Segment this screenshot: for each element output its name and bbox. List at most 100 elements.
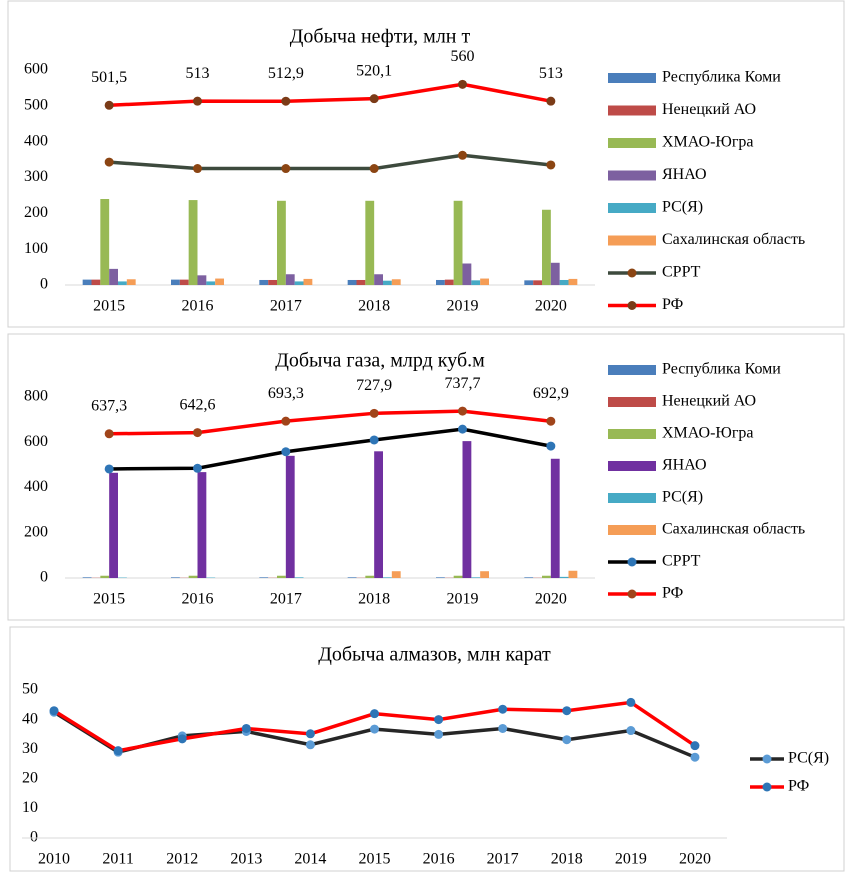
legend-swatch <box>608 525 656 535</box>
data-label: 513 <box>186 65 210 82</box>
legend-marker <box>627 589 637 599</box>
legend-label: Ненецкий АО <box>662 101 756 118</box>
marker <box>626 726 636 736</box>
bar <box>197 472 207 578</box>
legend-label: РФ <box>662 296 683 313</box>
bar <box>303 278 313 285</box>
x-tick-label: 2013 <box>230 851 262 868</box>
legend-label: ЯНАО <box>662 166 707 183</box>
panel <box>7 0 845 328</box>
data-label: 737,7 <box>445 375 481 392</box>
bar <box>542 209 551 285</box>
marker <box>498 704 508 714</box>
y-tick-label: 200 <box>24 523 48 540</box>
marker <box>49 706 59 716</box>
bar <box>347 279 357 285</box>
bar <box>374 274 383 285</box>
x-tick-label: 2015 <box>359 851 391 868</box>
y-tick-label: 30 <box>22 740 38 757</box>
x-tick-label: 2014 <box>294 851 326 868</box>
legend-label: РС(Я) <box>662 199 703 216</box>
marker <box>458 406 467 416</box>
legend-label: СРРТ <box>662 553 701 570</box>
data-label: 693,3 <box>268 385 304 402</box>
marker <box>305 729 315 739</box>
legend-swatch <box>608 203 656 213</box>
marker <box>562 706 572 716</box>
bar <box>285 274 295 285</box>
legend-label: Сахалинская область <box>662 521 805 538</box>
marker <box>546 160 556 170</box>
bar <box>436 279 445 285</box>
x-tick-label: 2016 <box>423 851 455 868</box>
y-tick-label: 200 <box>24 204 48 221</box>
x-tick-label: 2019 <box>447 298 479 315</box>
bar <box>82 577 92 578</box>
legend-marker <box>627 268 637 278</box>
data-label: 501,5 <box>91 69 127 86</box>
marker <box>458 424 467 434</box>
bar <box>118 281 127 285</box>
y-tick-label: 0 <box>40 569 48 586</box>
bar <box>259 577 269 578</box>
x-tick-label: 2018 <box>358 591 390 608</box>
bar <box>365 200 375 285</box>
legend-label: Республика Коми <box>662 361 781 378</box>
data-label: 727,9 <box>356 377 392 394</box>
line <box>109 427 552 471</box>
bar <box>171 577 180 578</box>
legend-swatch <box>608 429 656 439</box>
chart-title: Добыча газа, млрд куб.м <box>275 350 485 372</box>
legend-swatch <box>608 397 656 407</box>
marker <box>193 164 202 174</box>
line <box>109 409 552 436</box>
marker <box>498 723 508 733</box>
legend-swatch <box>608 138 656 148</box>
marker <box>434 715 444 725</box>
bar <box>356 279 366 285</box>
bar <box>82 279 92 285</box>
bar <box>197 275 207 285</box>
bar <box>453 200 463 285</box>
marker <box>241 723 251 733</box>
y-tick-label: 100 <box>24 240 48 257</box>
data-label: 560 <box>451 48 475 65</box>
marker <box>690 752 700 762</box>
marker <box>370 724 379 734</box>
data-label: 642,6 <box>180 396 216 413</box>
bar <box>374 451 383 578</box>
marker <box>562 735 572 745</box>
marker <box>281 416 291 426</box>
legend-swatch <box>608 170 656 181</box>
bar <box>268 279 277 285</box>
legend-swatch <box>608 365 656 375</box>
bar <box>188 200 198 285</box>
marker <box>546 441 556 451</box>
marker <box>305 740 315 750</box>
marker <box>104 464 114 474</box>
x-tick-label: 2016 <box>182 298 214 315</box>
y-tick-label: 500 <box>24 97 48 114</box>
bar <box>462 441 472 578</box>
line <box>53 710 696 759</box>
y-tick-label: 600 <box>24 61 48 78</box>
marker <box>369 94 379 104</box>
legend-label: СРРТ <box>662 264 701 281</box>
legend-label: РС(Я) <box>788 750 829 767</box>
marker <box>193 96 202 106</box>
chart-title: Добыча алмазов, млн карат <box>318 644 551 666</box>
bar <box>550 458 560 578</box>
bar <box>568 570 578 578</box>
marker <box>281 164 291 174</box>
data-label: 692,9 <box>533 385 569 402</box>
bar <box>171 279 180 285</box>
y-tick-label: 300 <box>24 168 48 185</box>
x-tick-label: 2016 <box>182 591 214 608</box>
x-tick-label: 2018 <box>551 851 583 868</box>
marker <box>104 100 114 110</box>
legend-label: ХМАО-Югра <box>662 425 754 442</box>
bar <box>179 279 189 285</box>
legend-marker <box>627 557 637 567</box>
marker <box>193 428 202 438</box>
